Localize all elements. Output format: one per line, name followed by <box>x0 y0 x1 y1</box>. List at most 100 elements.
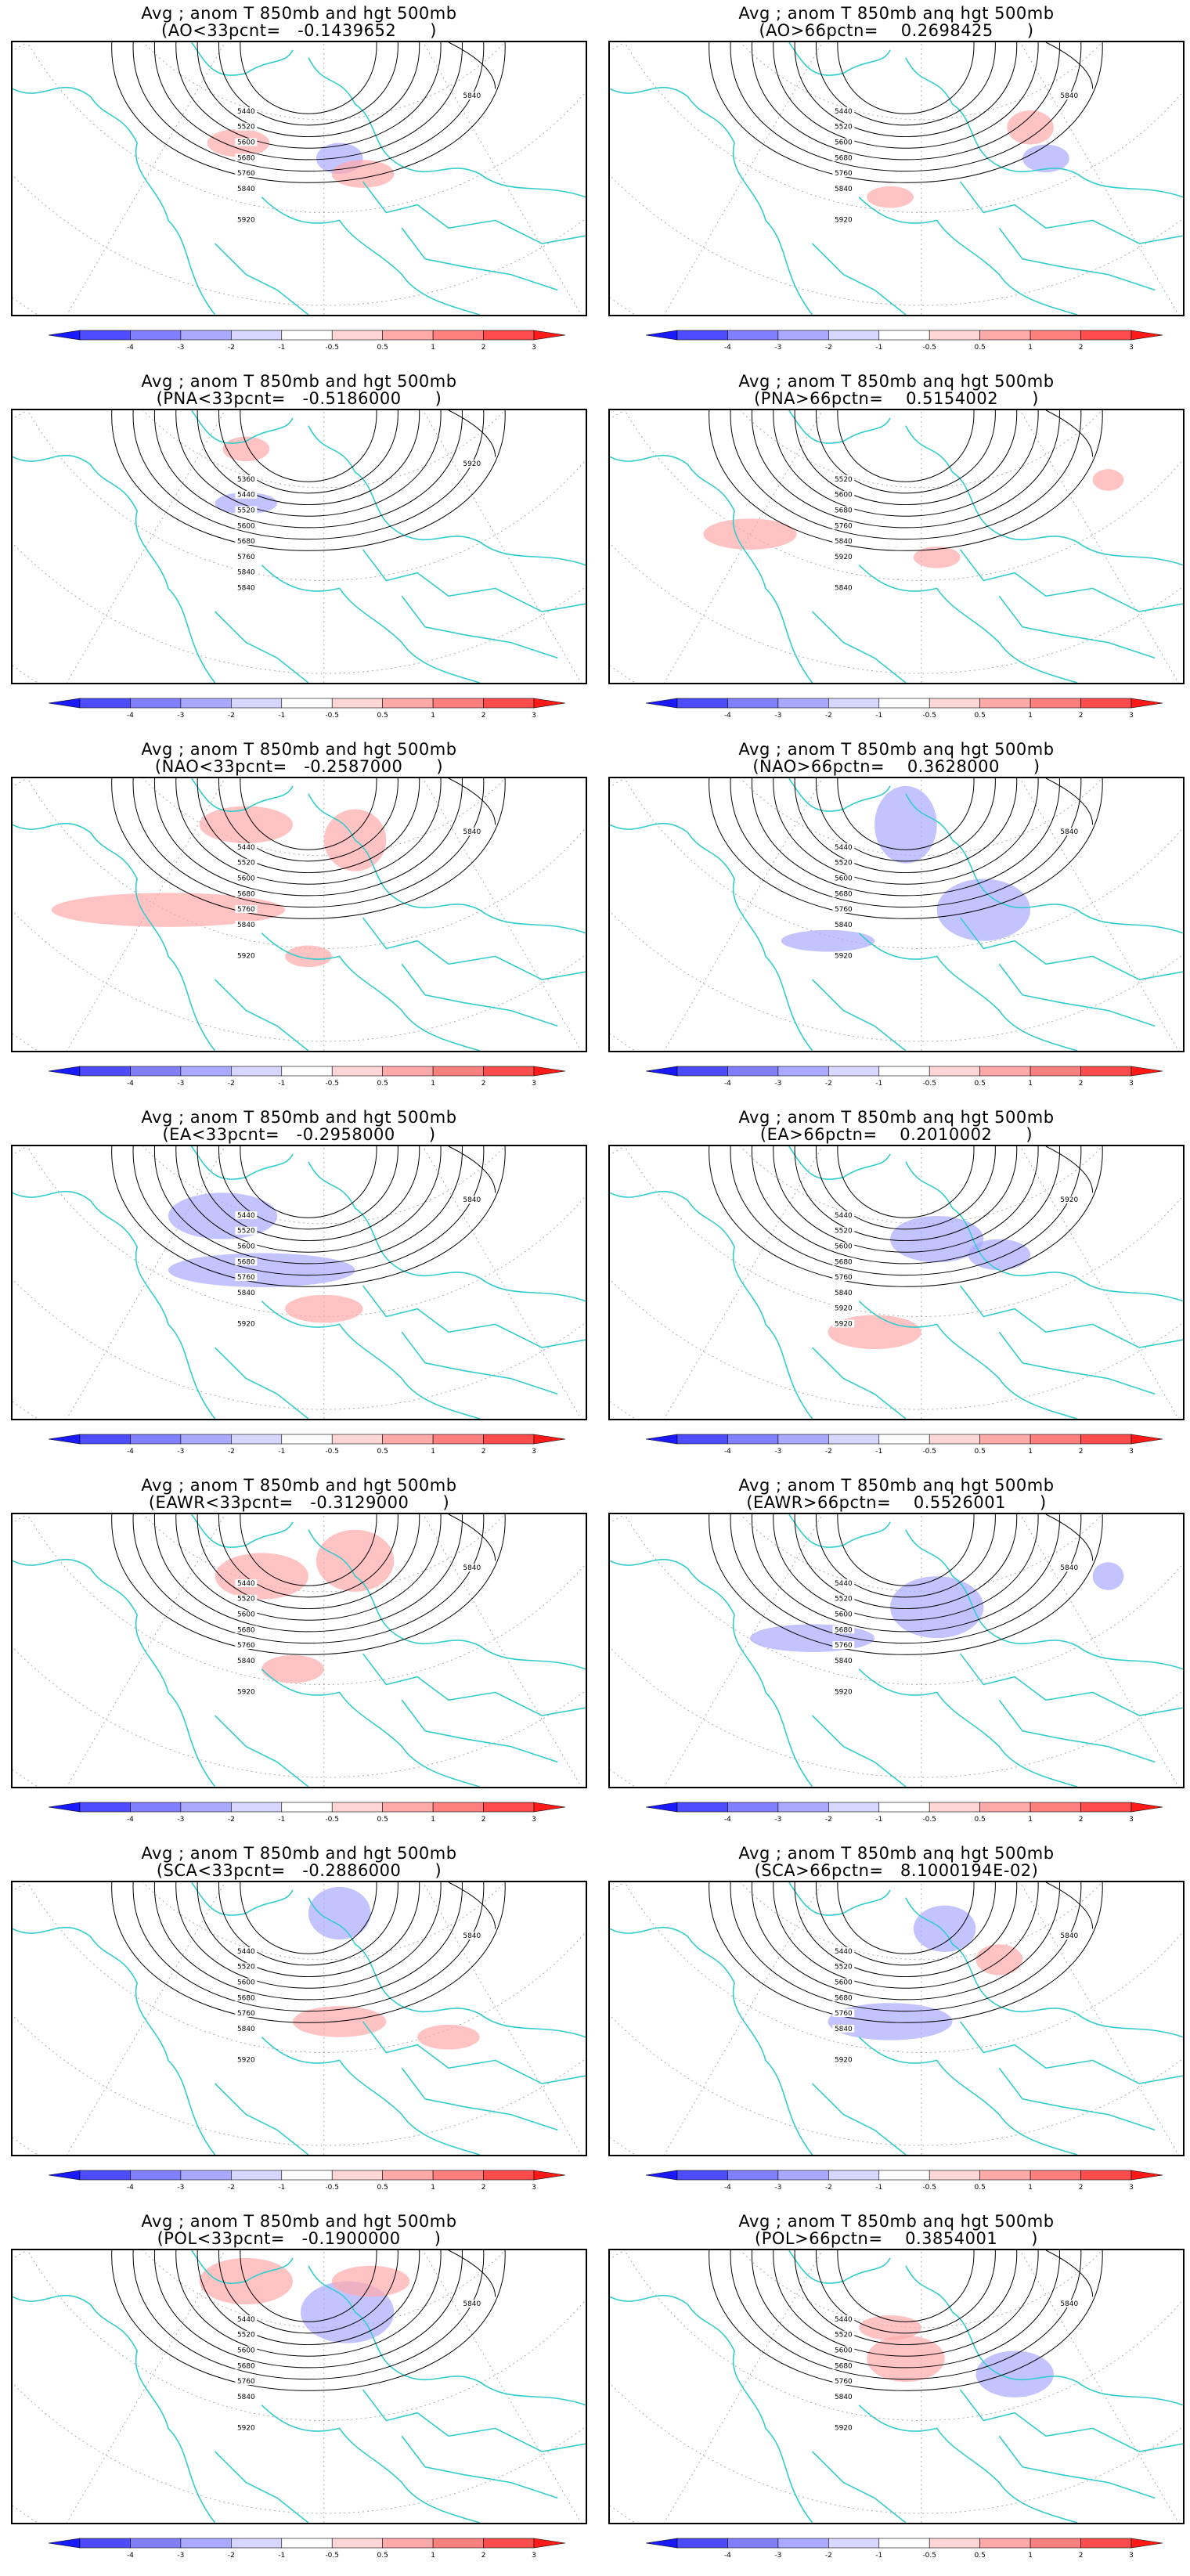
colorbar-tick-label: 2 <box>1079 344 1084 352</box>
colorbar-swatch <box>676 2538 728 2549</box>
colorbar-tick-label: -2 <box>825 1816 832 1824</box>
height-contour <box>837 410 975 482</box>
colorbar-swatch <box>79 1066 131 1077</box>
contour-label: 5440 <box>835 108 853 116</box>
cold-anomaly-area <box>750 1624 875 1652</box>
colorbar-tick-label: -4 <box>127 712 134 720</box>
colorbar-swatch <box>281 1066 333 1077</box>
height-contour <box>751 42 1060 161</box>
coastline <box>215 243 309 315</box>
map-frame: 5360 5440 5520 5600 5680 5760 5840 5920 5840 <box>11 409 587 684</box>
colorbar-graphic: -4-3-2-1-0.50.51234 <box>49 2170 565 2192</box>
warm-anomaly-area <box>417 2024 480 2050</box>
warm-anomaly-area <box>867 186 914 208</box>
height-contour <box>1045 1882 1094 1929</box>
colorbar-swatch <box>676 698 728 709</box>
colorbar-graphic: -4-3-2-1-0.50.51234 <box>49 698 565 720</box>
coastline <box>401 1331 558 1395</box>
contour-label-background <box>460 2300 483 2308</box>
colorbar-swatch <box>979 330 1031 341</box>
contour-label: 5760 <box>237 906 255 914</box>
height-contour <box>837 42 975 114</box>
contour-label: 5680 <box>835 1994 853 2002</box>
map-frame: 5440 5520 5600 5680 5760 5840 5920 5840 <box>11 1881 587 2156</box>
contour-label: 5840 <box>463 1196 481 1204</box>
contour-label-background <box>832 858 855 867</box>
contour-label-background <box>1058 1196 1080 1204</box>
contour-label: 5440 <box>237 1948 255 1956</box>
coastline <box>812 1715 907 1787</box>
colorbar-tick-label: -2 <box>228 1816 235 1824</box>
colorbar-tick-label: 2 <box>481 1080 486 1088</box>
contour-label: 5840 <box>1060 92 1078 100</box>
coastline <box>812 2083 907 2155</box>
height-contour <box>773 1882 1039 1989</box>
colorbar-tick-label: 1 <box>1028 1816 1033 1824</box>
contour-label-background <box>235 1978 258 1986</box>
colorbar-tick-label: 2 <box>481 2552 486 2560</box>
coastline <box>905 1897 1183 2038</box>
height-contour <box>816 1882 996 1966</box>
height-contour <box>730 410 1082 539</box>
longitude-gridline <box>663 1882 824 2155</box>
map-plot: 5440 5520 5600 5680 5760 5840 5920 5840 <box>13 42 586 315</box>
contour-label-background <box>832 920 855 929</box>
height-contour <box>197 1146 420 1241</box>
latitude-gridline <box>27 1146 586 1317</box>
colorbar-swatch <box>1030 2538 1081 2549</box>
colorbar-swatch <box>676 1066 728 1077</box>
height-contour <box>730 1146 1082 1275</box>
warm-anomaly-area <box>703 518 797 550</box>
height-contour <box>794 778 1018 873</box>
panel-title-line1: Avg ; anom T 850mb anq hgt 500mb <box>738 1844 1055 1863</box>
coastline <box>401 227 558 291</box>
colorbar-tick-label: -3 <box>774 1448 781 1456</box>
colorbar-swatch <box>281 1802 333 1813</box>
contour-label-background <box>832 1687 855 1696</box>
coastline <box>13 2295 216 2523</box>
warm-anomaly-area <box>867 2335 945 2383</box>
colorbar: -4-3-2-1-0.50.51234 <box>646 2167 1163 2194</box>
colorbar: -4-3-2-1-0.50.51234 <box>49 327 565 354</box>
colorbar-tick-label: -4 <box>127 1816 134 1824</box>
colorbar-swatch <box>79 698 131 709</box>
coastline <box>905 2265 1183 2406</box>
longitude-gridline <box>13 1514 28 1524</box>
colorbar-swatch <box>382 1434 434 1445</box>
coastline <box>610 87 813 315</box>
colorbar-graphic: -4-3-2-1-0.50.51234 <box>49 330 565 352</box>
coastline <box>959 181 1183 244</box>
colorbar-tick-label: 2 <box>1079 2184 1084 2192</box>
height-contour <box>448 1146 496 1193</box>
coastline <box>215 979 309 1051</box>
contour-label: 5920 <box>835 554 853 561</box>
warm-anomaly-area <box>1007 110 1054 145</box>
coastline <box>788 1146 891 1180</box>
contour-label: 5760 <box>835 1274 853 1282</box>
contour-label: 5600 <box>237 1979 255 1987</box>
coastline <box>401 2067 558 2131</box>
panel-title-line2: (EAWR<33pcnt= -0.3129000 ) <box>148 1493 450 1512</box>
longitude-gridline <box>13 42 28 52</box>
map-frame: 5440 5520 5600 5680 5760 5840 5920 5840 <box>11 1145 587 1420</box>
contour-label: 5440 <box>237 108 255 116</box>
colorbar-min-extension <box>49 2170 81 2181</box>
warm-anomaly-area <box>199 806 294 844</box>
colorbar-tick-label: 3 <box>1129 1080 1134 1088</box>
colorbar-tick-label: 3 <box>1129 344 1134 352</box>
colorbar-swatch <box>281 698 333 709</box>
colorbar-tick-label: -2 <box>825 2552 832 2560</box>
height-contour <box>153 1146 463 1265</box>
contour-label: 5680 <box>237 1994 255 2002</box>
height-contour <box>448 778 496 825</box>
panel-title: Avg ; anom T 850mb and hgt 500mb (EA<33pc… <box>9 1109 589 1143</box>
colorbar-swatch <box>929 2538 980 2549</box>
longitude-gridline <box>422 1514 582 1787</box>
coastline <box>788 1882 891 1916</box>
contour-label-background <box>460 1932 483 1940</box>
cold-anomaly-area <box>1022 144 1069 173</box>
contour-label-background <box>832 1319 855 1328</box>
coastline <box>215 1715 309 1787</box>
contour-label: 5920 <box>237 1688 255 1696</box>
height-contour <box>709 1514 1103 1655</box>
